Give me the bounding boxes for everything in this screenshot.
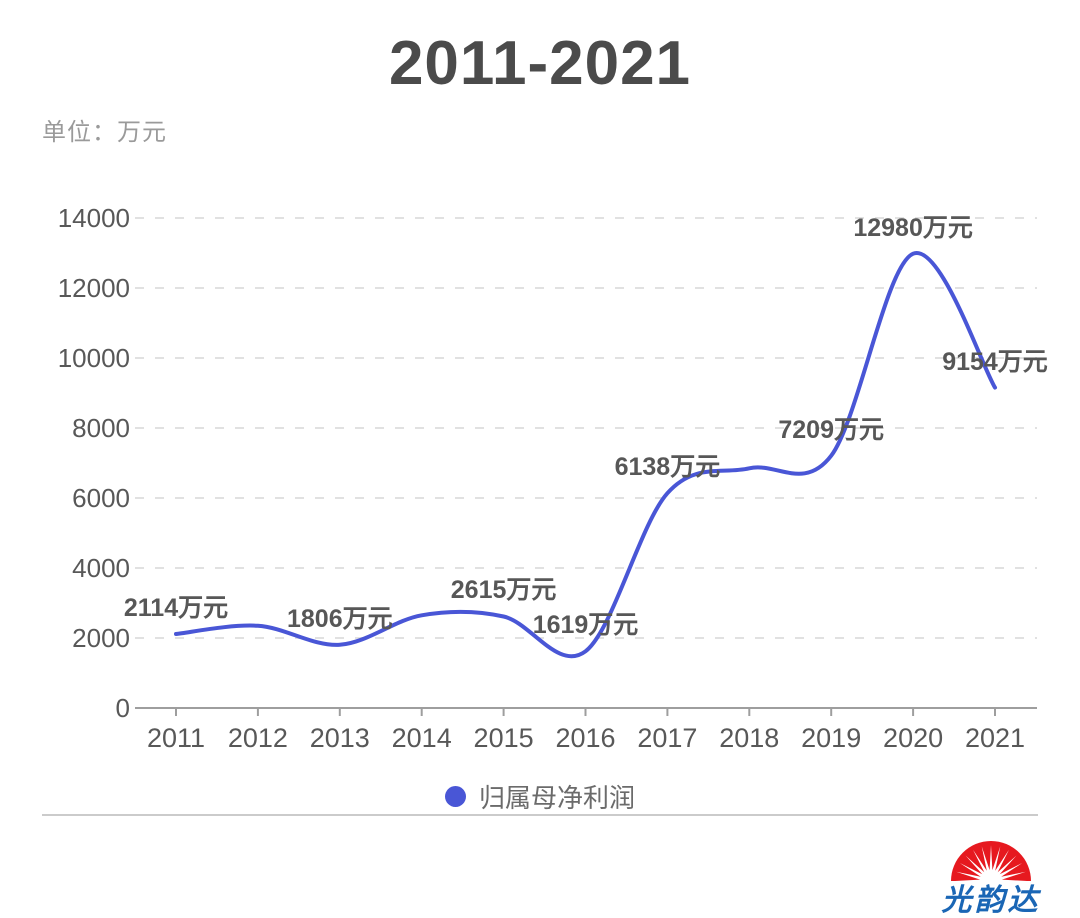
sunburst-logo-icon	[951, 841, 1031, 881]
data-point-label: 9154万元	[942, 347, 1048, 376]
company-logo: 光韵达	[936, 831, 1046, 918]
y-axis-tick-label: 0	[115, 693, 130, 723]
legend-marker-icon	[444, 785, 466, 807]
x-axis-tick-label: 2012	[227, 723, 288, 753]
x-axis-tick-label: 2011	[146, 723, 206, 753]
data-point-label: 12980万元	[853, 213, 973, 242]
y-axis-tick-label: 4000	[72, 553, 130, 583]
data-point-label: 1806万元	[286, 604, 393, 633]
x-axis-tick-label: 2020	[883, 723, 944, 753]
data-point-label: 7209万元	[778, 415, 884, 444]
y-axis-tick-label: 2000	[72, 623, 130, 653]
company-logo-text: 光韵达	[941, 884, 1041, 917]
legend-series-label: 归属母净利润	[478, 782, 635, 813]
y-axis-tick-label: 10000	[57, 343, 130, 373]
x-axis-tick-label: 2017	[637, 723, 698, 753]
data-point-label: 6138万元	[614, 453, 721, 482]
chart-title: 2011-2021	[388, 29, 692, 98]
data-point-label: 1619万元	[532, 611, 639, 640]
y-axis-tick-label: 8000	[72, 413, 130, 443]
data-point-label: 2615万元	[450, 576, 557, 605]
logo-sun-rays	[955, 845, 1027, 881]
series-line	[174, 251, 997, 659]
x-axis-tick-label: 2014	[391, 723, 452, 753]
x-axis-tick-label: 2018	[719, 723, 780, 753]
x-axis-tick-label: 2015	[473, 723, 534, 753]
x-axis-tick-label: 2013	[309, 723, 370, 753]
y-axis-tick-label: 12000	[57, 273, 130, 303]
footer-divider	[42, 814, 1038, 816]
x-axis-tick-label: 2016	[555, 723, 616, 753]
unit-label: 单位：万元	[42, 119, 167, 146]
y-axis-tick-label: 6000	[72, 483, 130, 513]
data-point-label: 2114万元	[123, 594, 229, 622]
legend[interactable]: 归属母净利润	[0, 781, 1080, 813]
x-axis-tick-label: 2019	[801, 723, 862, 753]
y-axis-tick-label: 14000	[57, 203, 130, 233]
x-axis-tick-label: 2021	[964, 723, 1026, 753]
